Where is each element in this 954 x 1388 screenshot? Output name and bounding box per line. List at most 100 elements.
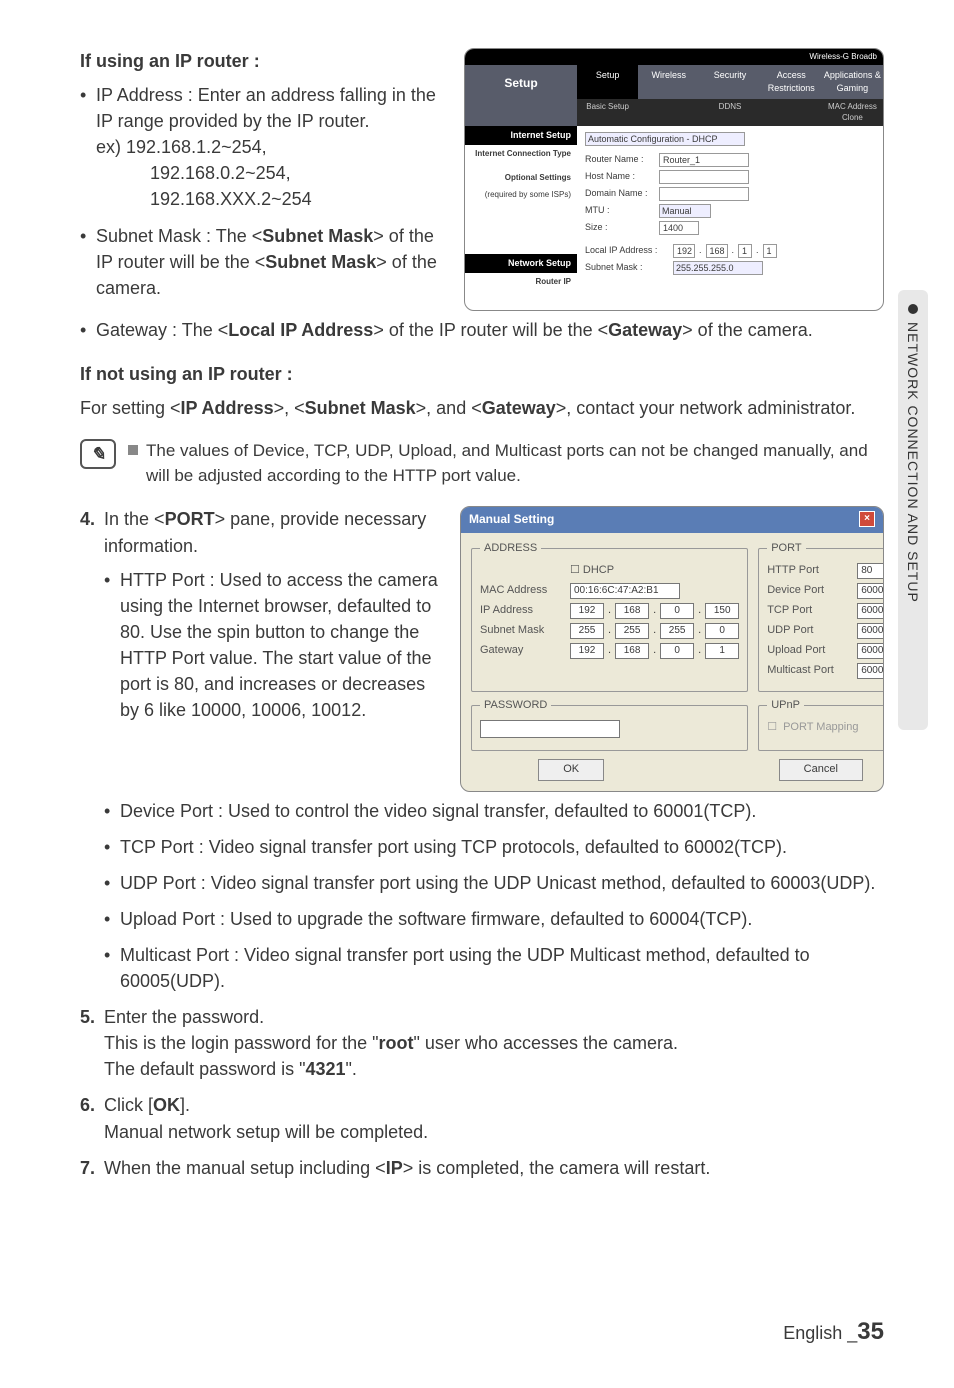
http-port-input: 80 [857,563,884,579]
t: The default password is " [104,1059,306,1079]
t: Enter the password. [104,1007,264,1027]
l: HTTP Port [767,563,851,579]
l: Router Name : [585,153,655,166]
subtab: DDNS [699,99,760,126]
http-port-item: HTTP Port : Used to access the camera us… [104,567,444,724]
udp-port-item: UDP Port : Video signal transfer port us… [104,870,884,896]
l: Size : [585,221,655,234]
t: Gateway [608,320,682,340]
o: 255 [660,623,694,639]
t: OK [153,1095,180,1115]
udp-port-input: 60003 [857,623,884,639]
legend: UPnP [767,698,804,714]
tab: Applications & Gaming [822,65,883,99]
l: MTU : [585,204,655,217]
password-fieldset: PASSWORD [471,698,748,751]
domain-name-input [659,187,749,201]
ip-ex1: ex) 192.168.1.2~254, [96,137,267,157]
o: 255 [570,623,604,639]
t: Click [ [104,1095,153,1115]
multicast-port-item: Multicast Port : Video signal transfer p… [104,942,884,994]
manual-setting-dialog: Manual Setting × ADDRESS ☐ DHCP MAC Addr… [460,506,884,791]
o: 1 [738,244,752,258]
subnet-select: 255.255.255.0 [673,261,763,275]
o: 168 [706,244,728,258]
t: IP Address [181,398,274,418]
o: 0 [660,643,694,659]
t: >, and < [416,398,482,418]
subtab: Basic Setup [577,99,638,126]
legend: PASSWORD [480,698,551,714]
tab: Security [699,65,760,99]
l: Subnet Mask : [585,261,669,274]
t: ". [346,1059,357,1079]
legend: ADDRESS [480,541,541,557]
legend: PORT [767,541,805,557]
tcp-port-input: 60002 [857,603,884,619]
t: ]. [180,1095,190,1115]
multicast-port-input: 60005 [857,663,884,679]
l: Device Port [767,583,851,599]
o: 1 [763,244,777,258]
section-label: Optional Settings [465,169,577,187]
o: 1 [705,643,739,659]
upload-port-item: Upload Port : Used to upgrade the softwa… [104,906,884,932]
t: >, contact your network administrator. [556,398,856,418]
ip-input: 192.168.0.150 [570,603,739,619]
t: Local IP Address [228,320,373,340]
address-fieldset: ADDRESS ☐ DHCP MAC Address00:16:6C:47:A2… [471,541,748,692]
note-box: ✎ The values of Device, TCP, UDP, Upload… [80,439,884,488]
ip-ex3: 192.168.XXX.2~254 [150,186,448,212]
section-head: Internet Setup [465,126,577,145]
size-input: 1400 [659,221,699,235]
password-input [480,720,620,738]
o: 255 [615,623,649,639]
subtab: MAC Address Clone [822,99,883,126]
section-a-title: If using an IP router : [80,48,448,74]
o: 192 [673,244,695,258]
ip-ex2: 192.168.0.2~254, [150,160,448,186]
t: Subnet Mask [262,226,373,246]
l: Subnet Mask [480,623,564,639]
o: 0 [705,623,739,639]
l: Local IP Address : [585,244,669,257]
note-text: The values of Device, TCP, UDP, Upload, … [146,439,884,488]
step-5: 5. Enter the password. This is the login… [80,1004,884,1082]
upload-port-input: 60004 [857,643,884,659]
subnet-item: Subnet Mask : The <Subnet Mask> of the I… [80,223,448,301]
mac-input: 00:16:6C:47:A2:B1 [570,583,680,599]
router-name-input: Router_1 [659,153,749,167]
ip-address-text: IP Address : Enter an address falling in… [96,85,436,131]
step-4: 4. In the <PORT> pane, provide necessary… [80,506,444,723]
l: Multicast Port [767,663,851,679]
step-7: 7. When the manual setup including <IP> … [80,1155,884,1181]
o: 168 [615,603,649,619]
o: 150 [705,603,739,619]
t: PORT [165,509,215,529]
section-label: (required by some ISPs) [465,186,577,204]
t: Gateway : The < [96,320,228,340]
router-subtabs: Basic Setup DDNS MAC Address Clone [577,99,883,126]
cancel-button: Cancel [779,759,863,781]
note-icon: ✎ [80,439,116,469]
l: MAC Address [480,583,564,599]
t: For setting < [80,398,181,418]
gateway-item: Gateway : The <Local IP Address > of the … [80,317,884,343]
subnet-input: 255.255.255.0 [570,623,739,639]
close-icon: × [859,511,875,527]
step-6: 6. Click [OK]. Manual network setup will… [80,1092,884,1144]
tab: Access Restrictions [761,65,822,99]
footer-page-number: 35 [857,1318,884,1345]
router-brand: Wireless-G Broadb [465,49,883,65]
ip-address-item: IP Address : Enter an address falling in… [80,82,448,212]
section-b-title: If not using an IP router : [80,361,884,387]
tcp-port-item: TCP Port : Video signal transfer port us… [104,834,884,860]
step-number: 5. [80,1004,95,1030]
subtab [638,99,699,126]
router-screenshot: Wireless-G Broadb Setup Setup Wireless S… [464,48,884,311]
tab: Setup [577,65,638,99]
t: > of the camera. [682,320,813,340]
device-port-input: 60001 [857,583,884,599]
t: >, < [274,398,305,418]
router-tabs: Setup Wireless Security Access Restricti… [577,65,883,99]
